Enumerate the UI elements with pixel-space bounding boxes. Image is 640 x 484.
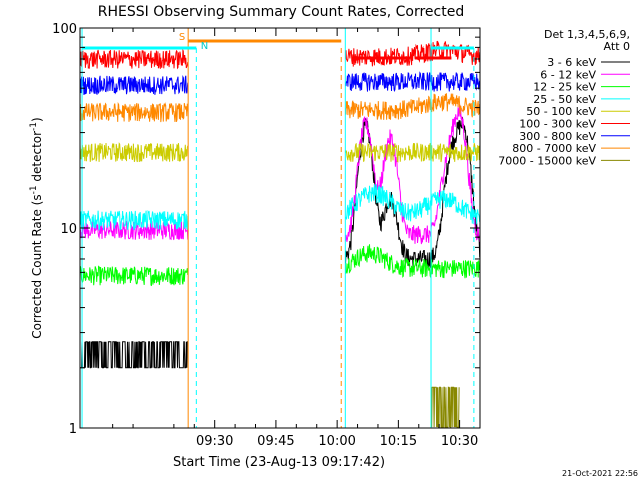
series-line-800-7000-keV-0	[80, 101, 189, 123]
series-line-3-6-keV-0	[80, 341, 188, 369]
series-line-12-25-keV-1	[345, 244, 480, 279]
x-tick-label-4: 10:30	[441, 434, 478, 449]
y-axis-label-mid: detector	[30, 131, 44, 186]
timestamp: 21-Oct-2021 22:56	[562, 469, 638, 478]
legend-label-0: 3 - 6 keV	[547, 56, 596, 69]
legend-header-line-2: Att 0	[604, 40, 630, 53]
x-tick-label-1: 09:45	[257, 434, 294, 449]
series-line-100-300-keV-1	[345, 40, 480, 67]
y-tick-label-0: 1	[69, 422, 77, 437]
series-line-12-25-keV-0	[80, 265, 189, 287]
saa-flag-label: S	[179, 32, 185, 43]
legend-label-2: 12 - 25 keV	[533, 81, 596, 94]
x-tick-label-3: 10:15	[380, 434, 417, 449]
y-tick-label-2: 100	[52, 22, 77, 37]
series-line-300-800-keV-0	[80, 75, 189, 95]
legend-label-4: 50 - 100 keV	[526, 105, 596, 118]
series-line-50-100-keV-0	[80, 142, 189, 163]
series-line-3-6-keV-1	[345, 116, 480, 269]
legend-label-5: 100 - 300 keV	[519, 118, 596, 131]
series-line-7000-15000-keV-0	[430, 386, 460, 428]
y-tick-label-1: 10	[60, 222, 77, 237]
y-axis-label-main: Corrected Count Rate (s	[30, 194, 44, 338]
x-tick-label-0: 09:30	[196, 434, 233, 449]
series-line-50-100-keV-1	[345, 142, 480, 163]
legend-label-6: 300 - 800 keV	[519, 130, 596, 143]
series-line-25-50-keV-1	[345, 184, 480, 225]
series-line-6-12-keV-1	[345, 104, 480, 245]
series-line-25-50-keV-0	[80, 209, 189, 231]
legend-label-1: 6 - 12 keV	[540, 68, 596, 81]
legend-label-8: 7000 - 15000 keV	[498, 154, 596, 167]
series-line-800-7000-keV-1	[345, 93, 480, 120]
y-axis-label: Corrected Count Rate (s-1 detector-1)	[29, 117, 44, 338]
y-axis-label-sup1: -1	[29, 185, 39, 194]
x-axis-label: Start Time (23-Aug-13 09:17:42)	[173, 455, 385, 470]
y-axis-label-sup2: -1	[29, 122, 39, 131]
chart-title: RHESSI Observing Summary Count Rates, Co…	[98, 4, 464, 20]
night-flag-label: N	[201, 41, 208, 52]
y-axis-label-end: )	[30, 117, 44, 122]
series-line-100-300-keV-0	[80, 48, 189, 70]
legend-label-3: 25 - 50 keV	[533, 93, 596, 106]
legend-label-7: 800 - 7000 keV	[512, 142, 596, 155]
series-line-300-800-keV-1	[345, 71, 480, 92]
x-tick-label-2: 10:00	[318, 434, 355, 449]
legend-header-line-1: Det 1,3,4,5,6,9,	[544, 28, 630, 41]
series-line-6-12-keV-0	[80, 220, 189, 241]
